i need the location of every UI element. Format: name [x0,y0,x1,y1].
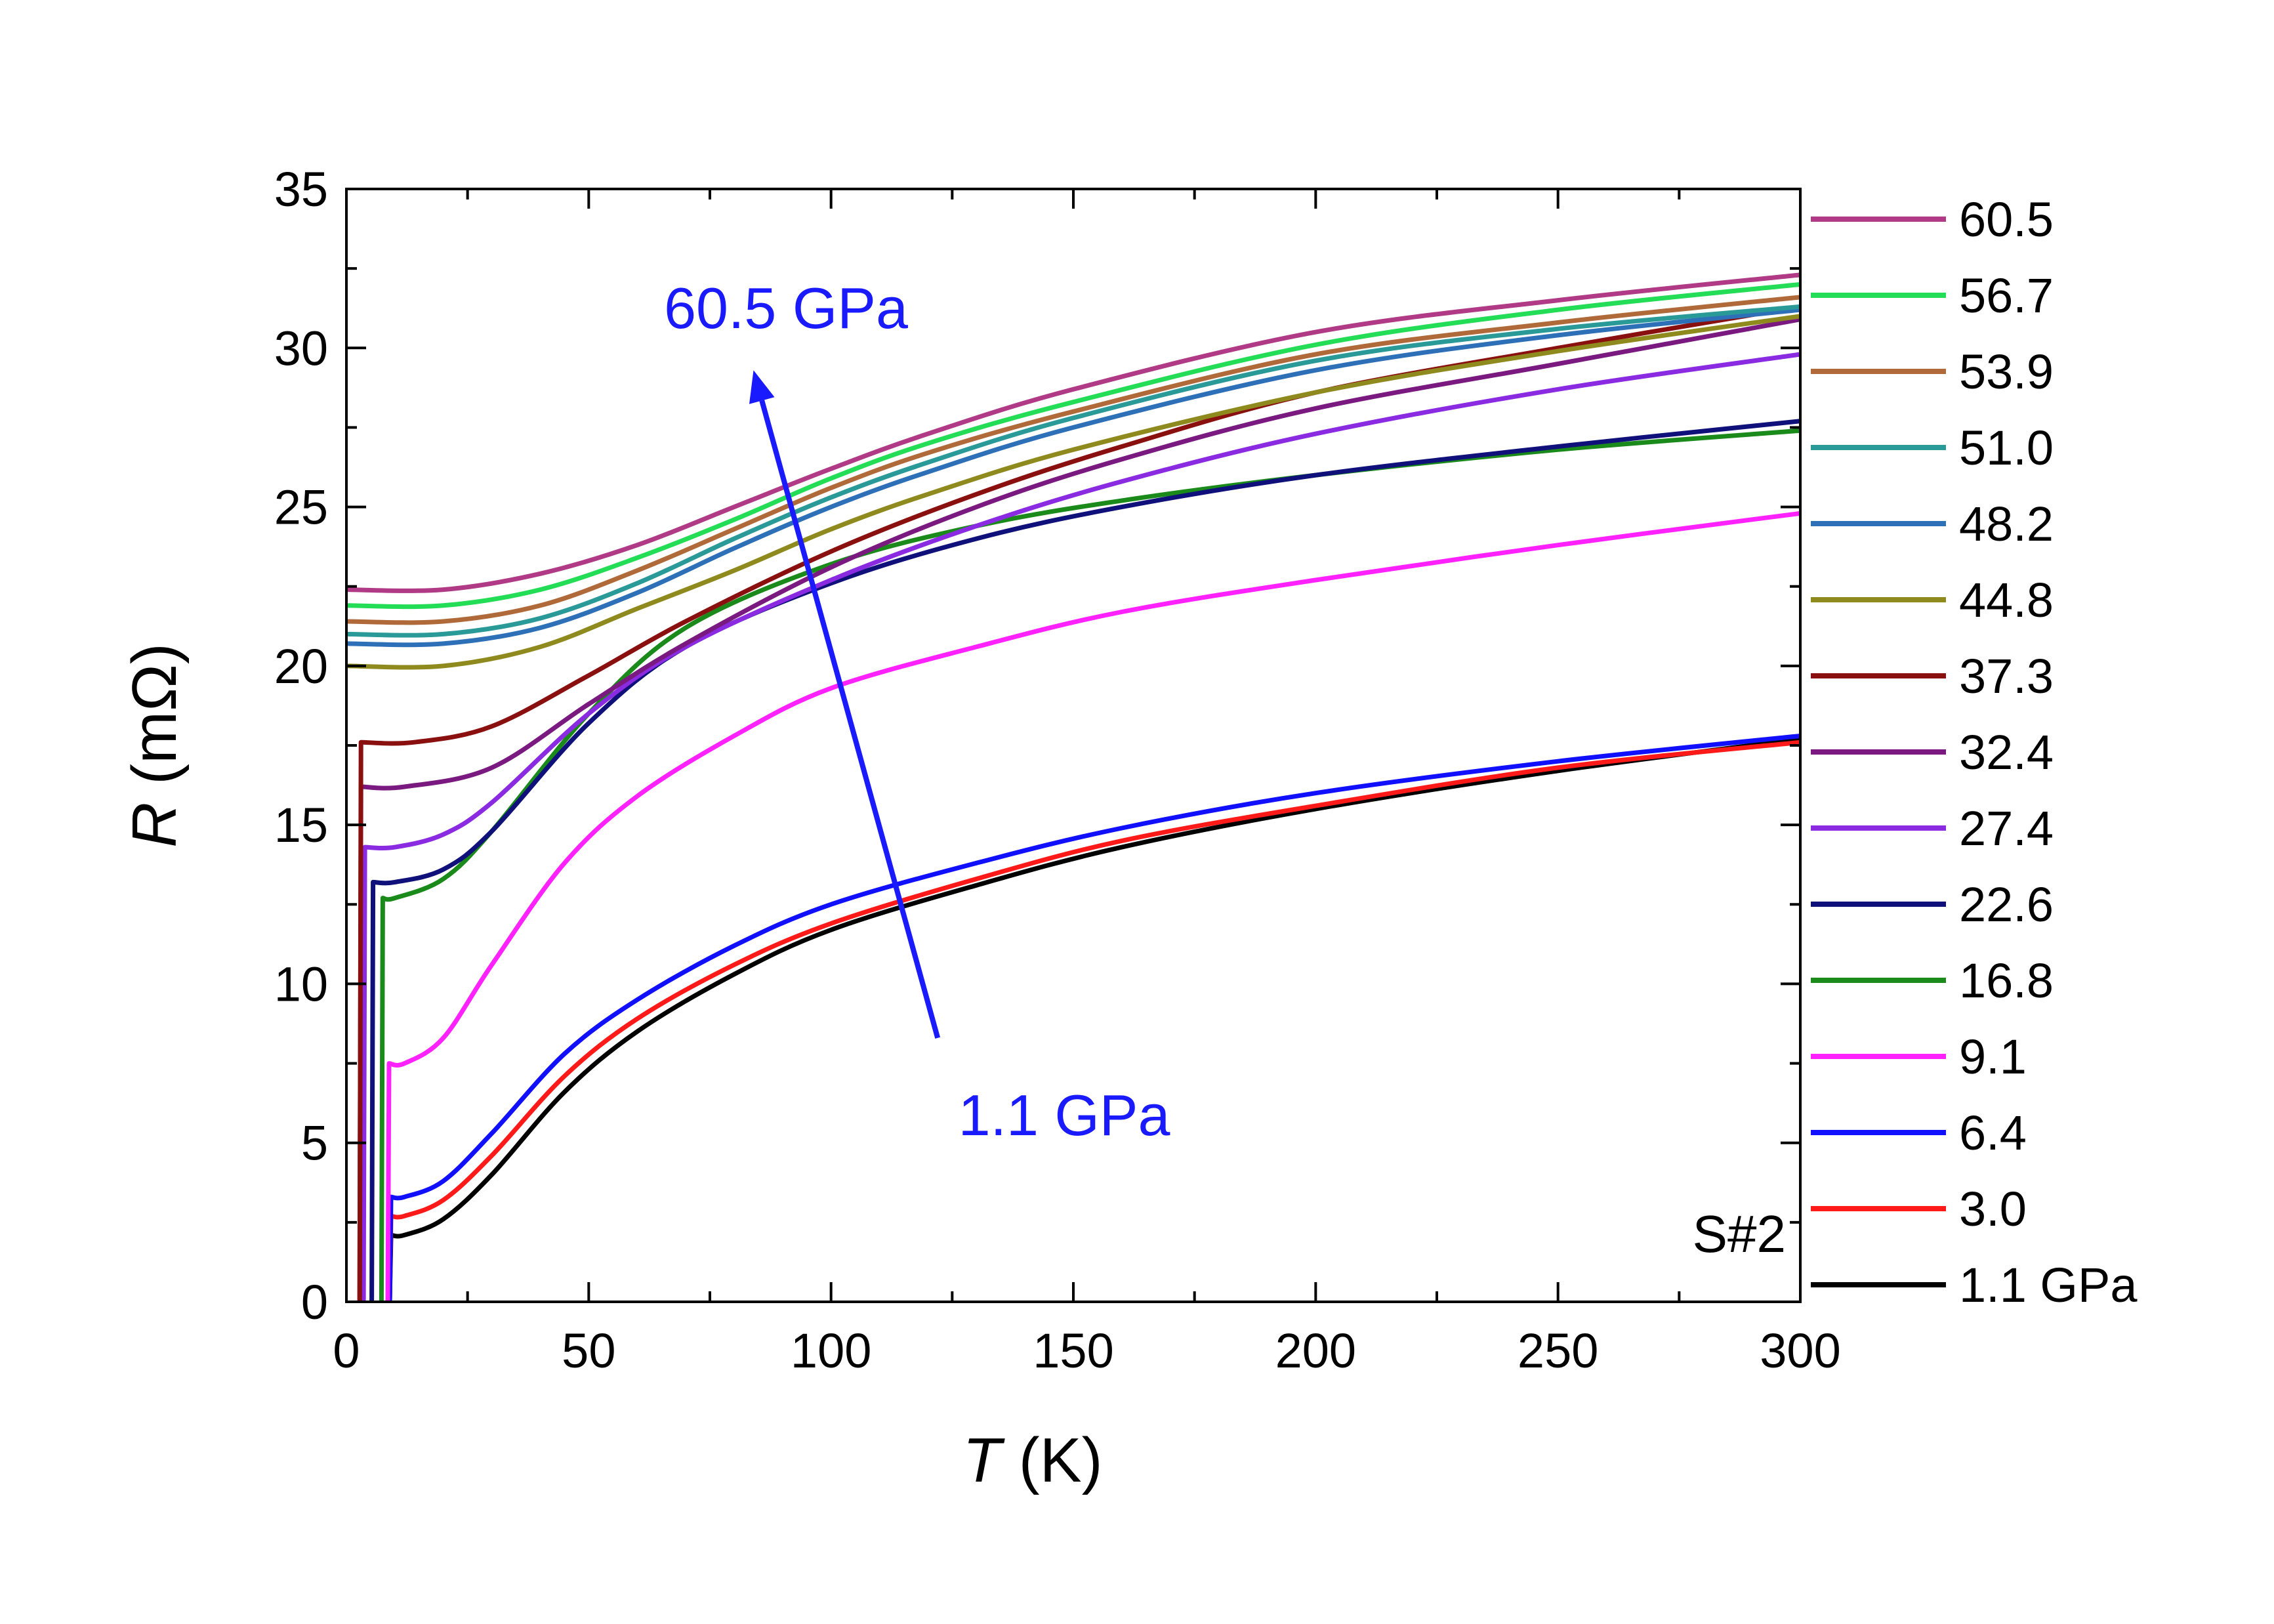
x-tick-label: 300 [1760,1323,1840,1378]
y-axis-title: R (mΩ) [119,643,190,848]
series-line-22.6 [369,419,1800,1302]
y-tick-label: 25 [274,480,328,535]
y-tick-label: 30 [274,321,328,375]
series-line-1.1-GPa [387,736,1800,1302]
data-lines [346,272,1800,1302]
y-tick-label: 15 [274,798,328,852]
legend-label: 37.3 [1959,649,2054,703]
x-tick-label: 100 [791,1323,871,1378]
legend-label: 32.4 [1959,725,2054,780]
legend-label: 27.4 [1959,801,2054,856]
y-tick-label: 5 [301,1116,328,1171]
legend-label: 51.0 [1959,421,2054,475]
y-tick-label: 0 [301,1275,328,1329]
y-tick-label: 20 [274,639,328,694]
sample-label: S#2 [1693,1205,1786,1263]
x-tick-label: 0 [333,1323,360,1378]
x-tick-label: 250 [1518,1323,1598,1378]
series-line-44.8 [346,314,1800,670]
arrow-head [749,370,775,404]
legend-label: 53.9 [1959,344,2054,399]
x-tick-label: 50 [562,1323,615,1378]
series-line-37.3 [357,304,1800,1302]
arrow-label-top: 60.5 GPa [664,276,908,341]
y-tick-label: 35 [274,162,328,217]
legend-label: 1.1 GPa [1959,1258,2138,1312]
series-line-3.0 [387,739,1800,1302]
series-line-51.0 [346,304,1800,638]
series-line-9.1 [385,510,1800,1302]
series-line-32.4 [357,317,1800,1302]
axis-ticks [345,188,1802,1303]
series-line-6.4 [387,734,1800,1302]
legend-label: 9.1 [1959,1030,2027,1084]
axis-tick-labels: 0 50 100 150 200 250 300 0 5 10 15 20 25 30 35 [274,162,1841,1378]
arrow-label-bottom: 1.1 GPa [959,1083,1170,1148]
legend-label: 48.2 [1959,497,2054,551]
x-tick-label: 200 [1275,1323,1356,1378]
series-line-53.9 [346,295,1800,625]
series-line-48.2 [346,307,1800,648]
y-tick-label: 10 [274,957,328,1011]
legend-label: 56.7 [1959,268,2054,323]
legend-label: 3.0 [1959,1182,2027,1236]
legend-label: 60.5 [1959,192,2054,247]
series-line-27.4 [361,352,1800,1302]
legend-label: 44.8 [1959,573,2054,627]
arrow-shaft [759,400,941,1039]
legend-label: 6.4 [1959,1106,2027,1160]
pressure-arrow [749,370,941,1039]
x-axis-title: T (K) [962,1425,1102,1495]
legend: 60.5 56.7 53.9 51.0 48.2 44.8 37.3 32.4 27.4 22.6… [1811,192,2138,1312]
legend-label: 22.6 [1959,877,2054,932]
legend-label: 16.8 [1959,953,2054,1008]
series-line-60.5 [346,272,1800,593]
series-line-56.7 [346,281,1800,610]
x-tick-label: 150 [1033,1323,1113,1378]
